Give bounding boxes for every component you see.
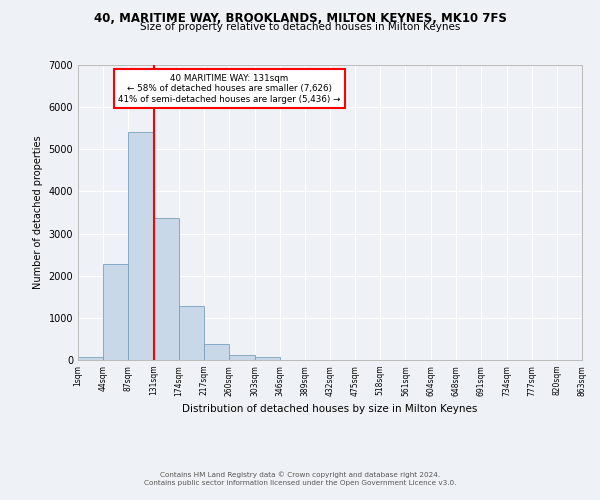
Bar	[128, 132, 154, 360]
Y-axis label: Number of detached properties: Number of detached properties	[33, 136, 43, 290]
Text: 40 MARITIME WAY: 131sqm
← 58% of detached houses are smaller (7,626)
41% of semi: 40 MARITIME WAY: 131sqm ← 58% of detache…	[118, 74, 340, 104]
Bar	[254, 357, 280, 360]
X-axis label: Distribution of detached houses by size in Milton Keynes: Distribution of detached houses by size …	[182, 404, 478, 414]
Bar	[154, 218, 179, 360]
Bar	[229, 354, 254, 360]
Bar	[103, 264, 128, 360]
Text: 40, MARITIME WAY, BROOKLANDS, MILTON KEYNES, MK10 7FS: 40, MARITIME WAY, BROOKLANDS, MILTON KEY…	[94, 12, 506, 26]
Text: Contains public sector information licensed under the Open Government Licence v3: Contains public sector information licen…	[144, 480, 456, 486]
Bar	[78, 356, 103, 360]
Text: Contains HM Land Registry data © Crown copyright and database right 2024.: Contains HM Land Registry data © Crown c…	[160, 471, 440, 478]
Bar	[179, 306, 204, 360]
Bar	[204, 344, 229, 360]
Text: Size of property relative to detached houses in Milton Keynes: Size of property relative to detached ho…	[140, 22, 460, 32]
